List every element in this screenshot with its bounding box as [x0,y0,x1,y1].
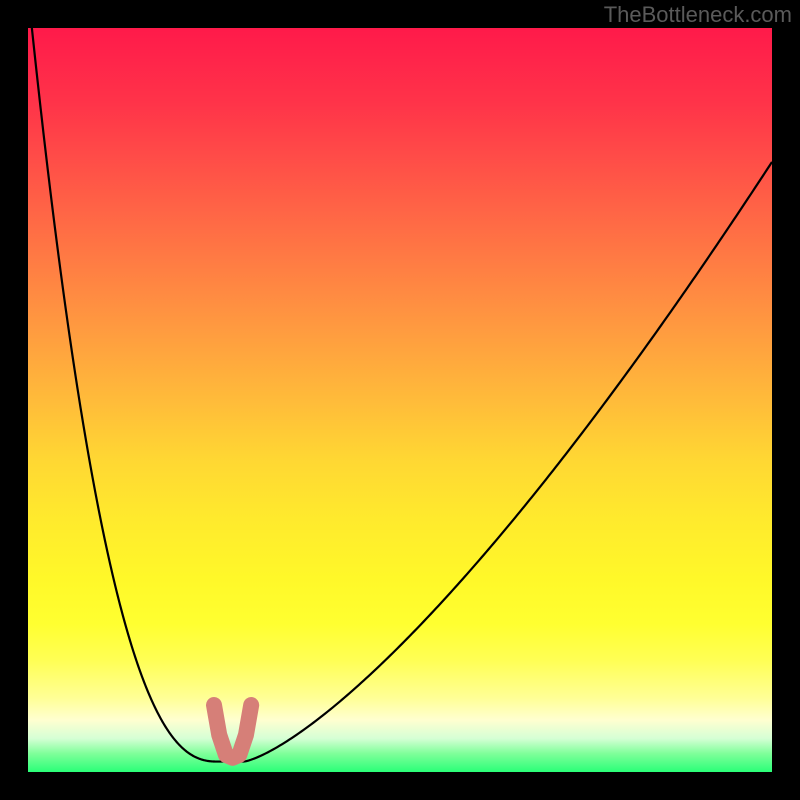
chart-container: TheBottleneck.com [0,0,800,800]
bottleneck-chart [0,0,800,800]
watermark-text: TheBottleneck.com [604,2,792,28]
